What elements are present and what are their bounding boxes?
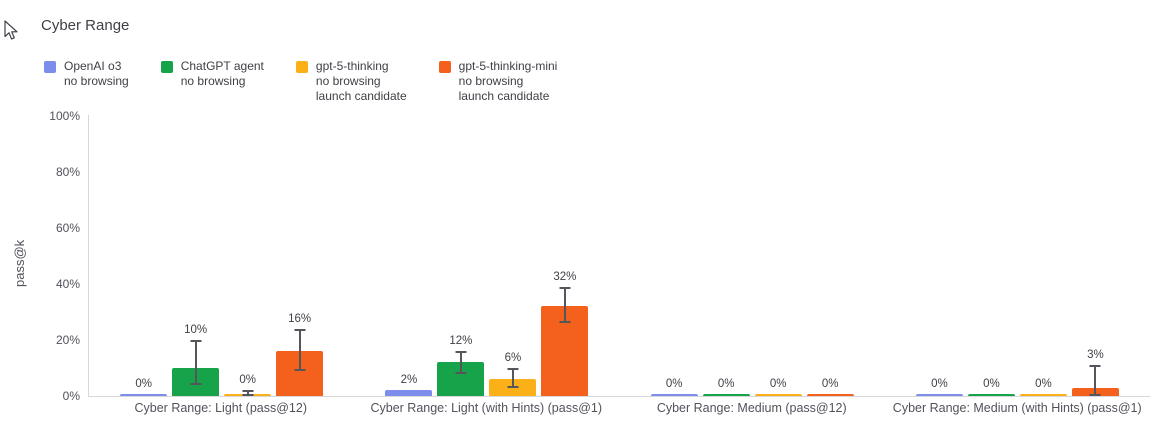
bar-value-label: 0% — [769, 378, 787, 390]
x-axis-category-label: Cyber Range: Medium (pass@12) — [656, 401, 847, 415]
chart-title: Cyber Range — [41, 17, 130, 34]
bar-value-label: 6% — [504, 352, 522, 364]
y-tick-label: 20% — [55, 333, 80, 347]
legend-item: gpt-5-thinking-mini no browsing launch c… — [438, 59, 558, 104]
bar-value-label: 0% — [239, 374, 256, 387]
error-bar-cap — [559, 286, 571, 289]
bar-value-label: 0% — [821, 378, 839, 390]
bar — [1019, 394, 1067, 396]
bar-slot: 10% — [172, 115, 220, 396]
x-axis-category-label: Cyber Range: Medium (with Hints) (pass@1… — [892, 401, 1142, 415]
error-bar-cap — [455, 351, 467, 354]
bar-group: 0% 0% 0% 3% — [885, 115, 1150, 396]
bar-slot: 32% — [541, 115, 589, 396]
error-bar-cap — [242, 394, 254, 396]
bar — [967, 394, 1015, 396]
legend-label: gpt-5-thinking no browsing launch candid… — [315, 59, 407, 103]
plot-area: 0% 10% 0% 16% 2% 12% 6% 32% 0% 0% 0% 0% 0% 0% 0% 3% — [88, 115, 1150, 397]
legend-label: OpenAI o3 no browsing — [64, 59, 129, 88]
bar-slot: 0% — [915, 115, 963, 396]
x-axis-labels: Cyber Range: Light (pass@12) Cyber Range:… — [88, 401, 1150, 415]
x-axis-category-label: Cyber Range: Light (with Hints) (pass@1) — [370, 401, 603, 415]
bar-value-label: 0% — [983, 378, 1000, 390]
bar-value-label: 0% — [717, 378, 735, 390]
error-bar — [190, 340, 202, 385]
bar-slot: 0% — [702, 115, 750, 396]
bar-slot: 12% — [437, 115, 485, 396]
bar-value-label: 12% — [449, 335, 473, 348]
legend-swatch-icon — [295, 61, 308, 73]
mouse-cursor-icon — [4, 20, 18, 46]
bar-slot: 2% — [385, 115, 433, 396]
bar-slot: 0% — [754, 115, 802, 396]
bar — [915, 394, 963, 396]
error-bar-cap — [559, 321, 571, 324]
bar-value-label: 2% — [400, 374, 418, 387]
bar-value-label: 0% — [135, 378, 152, 390]
legend-item: gpt-5-thinking no browsing launch candid… — [295, 59, 407, 104]
bar-value-label: 0% — [931, 378, 948, 390]
bar — [702, 394, 750, 396]
y-tick-label: 80% — [55, 165, 80, 179]
bar-slot: 0% — [650, 115, 698, 396]
error-bar — [455, 351, 467, 374]
error-bar — [507, 368, 519, 388]
bar-slot: 0% — [224, 115, 272, 396]
legend-label: ChatGPT agent no browsing — [180, 59, 264, 88]
bar-slot: 0% — [1019, 115, 1067, 396]
error-bar-cap — [1089, 394, 1101, 396]
legend-item: OpenAI o3 no browsing — [44, 59, 129, 89]
error-bar-cap — [1089, 365, 1101, 368]
legend-item: ChatGPT agent no browsing — [160, 59, 264, 89]
error-bar-cap — [455, 371, 467, 374]
bar-value-label: 0% — [1035, 378, 1052, 390]
error-bar-cap — [242, 390, 254, 393]
error-bar-cap — [190, 382, 202, 385]
legend-swatch-icon — [44, 61, 56, 73]
bar-group: 0% 0% 0% 0% — [620, 115, 885, 396]
error-bar — [559, 286, 571, 324]
bar — [385, 390, 433, 396]
y-tick-label: 0% — [62, 389, 80, 403]
bar — [754, 394, 802, 396]
y-tick-label: 60% — [55, 221, 80, 235]
bar-group: 2% 12% 6% 32% — [354, 115, 619, 396]
legend-swatch-icon — [438, 61, 451, 73]
error-bar-cap — [507, 385, 519, 388]
legend: OpenAI o3 no browsing ChatGPT agent no br… — [44, 59, 557, 104]
bar-value-label: 10% — [184, 324, 208, 336]
error-bar — [242, 390, 254, 396]
legend-label: gpt-5-thinking-mini no browsing launch c… — [458, 59, 558, 103]
bar-slot: 16% — [276, 115, 324, 396]
error-bar — [294, 328, 306, 371]
x-axis-category-label: Cyber Range: Light (pass@12) — [134, 401, 308, 415]
bar-value-label: 32% — [553, 270, 577, 283]
legend-swatch-icon — [160, 61, 173, 73]
bar-value-label: 16% — [288, 312, 312, 325]
bar-slot: 0% — [120, 115, 168, 396]
bar-slot: 6% — [489, 115, 537, 396]
error-bar-cap — [507, 368, 519, 371]
error-bar-cap — [190, 340, 202, 343]
y-axis-ticks: 0% 20% 40% 60% 80% 100% — [0, 109, 80, 403]
bar-group: 0% 10% 0% 16% — [89, 115, 354, 396]
bar-slot: 0% — [806, 115, 854, 396]
bar — [806, 394, 854, 396]
error-bar — [1089, 365, 1101, 396]
error-bar-cap — [294, 368, 306, 371]
y-tick-label: 100% — [49, 109, 80, 123]
bar — [650, 394, 698, 396]
bar-slot: 3% — [1071, 115, 1119, 396]
bar-value-label: 3% — [1087, 349, 1104, 362]
bar-slot: 0% — [967, 115, 1015, 396]
bar-value-label: 0% — [665, 378, 683, 390]
bar — [120, 394, 168, 396]
y-tick-label: 40% — [55, 277, 80, 291]
error-bar-cap — [294, 328, 306, 331]
